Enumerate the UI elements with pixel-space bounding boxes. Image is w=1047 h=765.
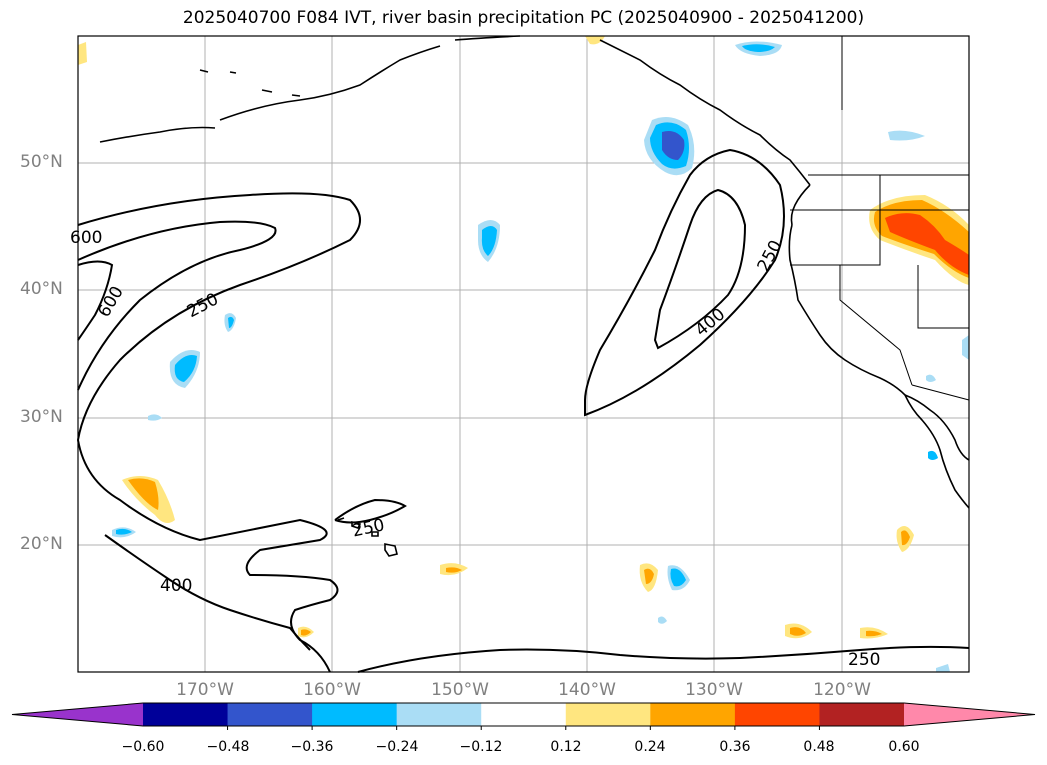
colorbar-segment — [650, 703, 736, 726]
colorbar — [11, 702, 1036, 730]
contour-label-group: 250 400 600 600 250 400 250 250 — [70, 228, 880, 670]
colorbar-outline — [11, 702, 1036, 727]
lon-label-120w: 120°W — [813, 680, 871, 700]
colorbar-tick: −0.24 — [375, 739, 419, 755]
colorbar-segment — [565, 703, 651, 726]
precip-patch-negative — [116, 528, 132, 535]
colorbar-segment — [734, 703, 820, 726]
colorbar-extend-low — [12, 703, 143, 726]
map-frame — [77, 35, 970, 673]
precip-patch-negative — [888, 130, 925, 141]
colorbar-tick: 0.60 — [888, 739, 920, 755]
precip-patch-negative — [962, 335, 969, 360]
ivt-contour-small-hawaii — [334, 498, 407, 524]
contour-label-400: 400 — [160, 576, 192, 596]
hawaii-islands — [337, 517, 398, 557]
colorbar-segment — [227, 703, 313, 726]
colorbar-extend-high — [904, 703, 1035, 726]
colorbar-tick: −0.48 — [206, 739, 250, 755]
baja-coast — [904, 394, 970, 461]
ivt-contour-250-south — [357, 645, 970, 673]
colorbar-tick: 0.24 — [634, 739, 666, 755]
colorbar-tick: −0.36 — [290, 739, 334, 755]
precip-patch-positive — [446, 567, 462, 573]
ivt-contour-250-west — [76, 192, 361, 673]
contour-label-600: 600 — [94, 283, 128, 321]
colorbar-segment — [396, 703, 482, 726]
ivt-contour-250-plume — [584, 148, 785, 417]
precip-patch-positive — [885, 213, 969, 275]
precip-patch-negative — [662, 131, 685, 160]
lon-label-130w: 130°W — [685, 680, 743, 700]
colorbar-tick: 0.36 — [719, 739, 751, 755]
precip-patch-positive — [790, 627, 806, 636]
colorbar-segment — [143, 703, 229, 726]
precip-patch-positive — [128, 478, 159, 510]
contour-label-250-south: 250 — [848, 650, 880, 670]
lon-label-160w: 160°W — [303, 680, 361, 700]
ivt-contour-400-loop — [78, 470, 310, 650]
lat-label-20n: 20°N — [20, 534, 63, 554]
colorbar-segment — [819, 703, 905, 726]
colorbar-segment — [312, 703, 398, 726]
lat-label-40n: 40°N — [20, 279, 63, 299]
precip-patches — [78, 36, 969, 672]
ivt-contours — [76, 148, 970, 673]
alaska-south-coast — [599, 39, 811, 186]
precip-patch-positive — [901, 530, 910, 546]
lat-label-50n: 50°N — [20, 152, 63, 172]
contour-label-250-hawaii: 250 — [351, 515, 387, 541]
coastlines — [99, 35, 970, 557]
lat-label-30n: 30°N — [20, 407, 63, 427]
contour-label-600-edge: 600 — [70, 228, 102, 248]
precip-patch-positive — [585, 36, 605, 45]
lon-label-170w: 170°W — [176, 680, 234, 700]
precip-patch-negative — [926, 374, 936, 382]
ivt-contour-400-plume — [653, 188, 747, 350]
precip-patch-negative — [742, 44, 775, 52]
us-west-coast — [788, 224, 970, 509]
map-title: 2025040700 F084 IVT, river basin precipi… — [182, 8, 865, 28]
gridlines — [78, 36, 969, 672]
ivt-contour-400-west — [77, 220, 277, 391]
precip-patch-negative — [148, 414, 162, 421]
alaska-coast — [99, 35, 521, 143]
precip-patch-positive — [301, 629, 311, 636]
colorbar-tick: −0.60 — [121, 739, 165, 755]
colorbar-tick: 0.12 — [550, 739, 582, 755]
colorbar-tick: −0.12 — [459, 739, 503, 755]
precip-patch-negative — [670, 568, 686, 587]
lon-label-140w: 140°W — [558, 680, 616, 700]
precip-patch-negative — [928, 450, 938, 460]
precip-patch-positive — [644, 568, 654, 584]
precip-patch-positive — [78, 42, 87, 65]
contour-label-400-plume: 400 — [692, 304, 730, 340]
precip-patch-negative — [936, 664, 950, 672]
precip-patch-positive — [866, 630, 882, 637]
political-borders — [790, 36, 970, 401]
bc-coast — [790, 184, 811, 226]
precip-patch-negative — [658, 616, 667, 624]
state-borders — [790, 175, 970, 401]
colorbar-tick: 0.48 — [803, 739, 835, 755]
lon-label-150w: 150°W — [431, 680, 489, 700]
islands-aleutian — [199, 69, 301, 97]
precip-patch-negative — [228, 316, 234, 328]
precip-patch-negative — [174, 355, 197, 382]
ivt-contour-600-west — [77, 260, 114, 341]
precip-patch-negative — [481, 226, 497, 256]
colorbar-segment — [481, 703, 567, 726]
